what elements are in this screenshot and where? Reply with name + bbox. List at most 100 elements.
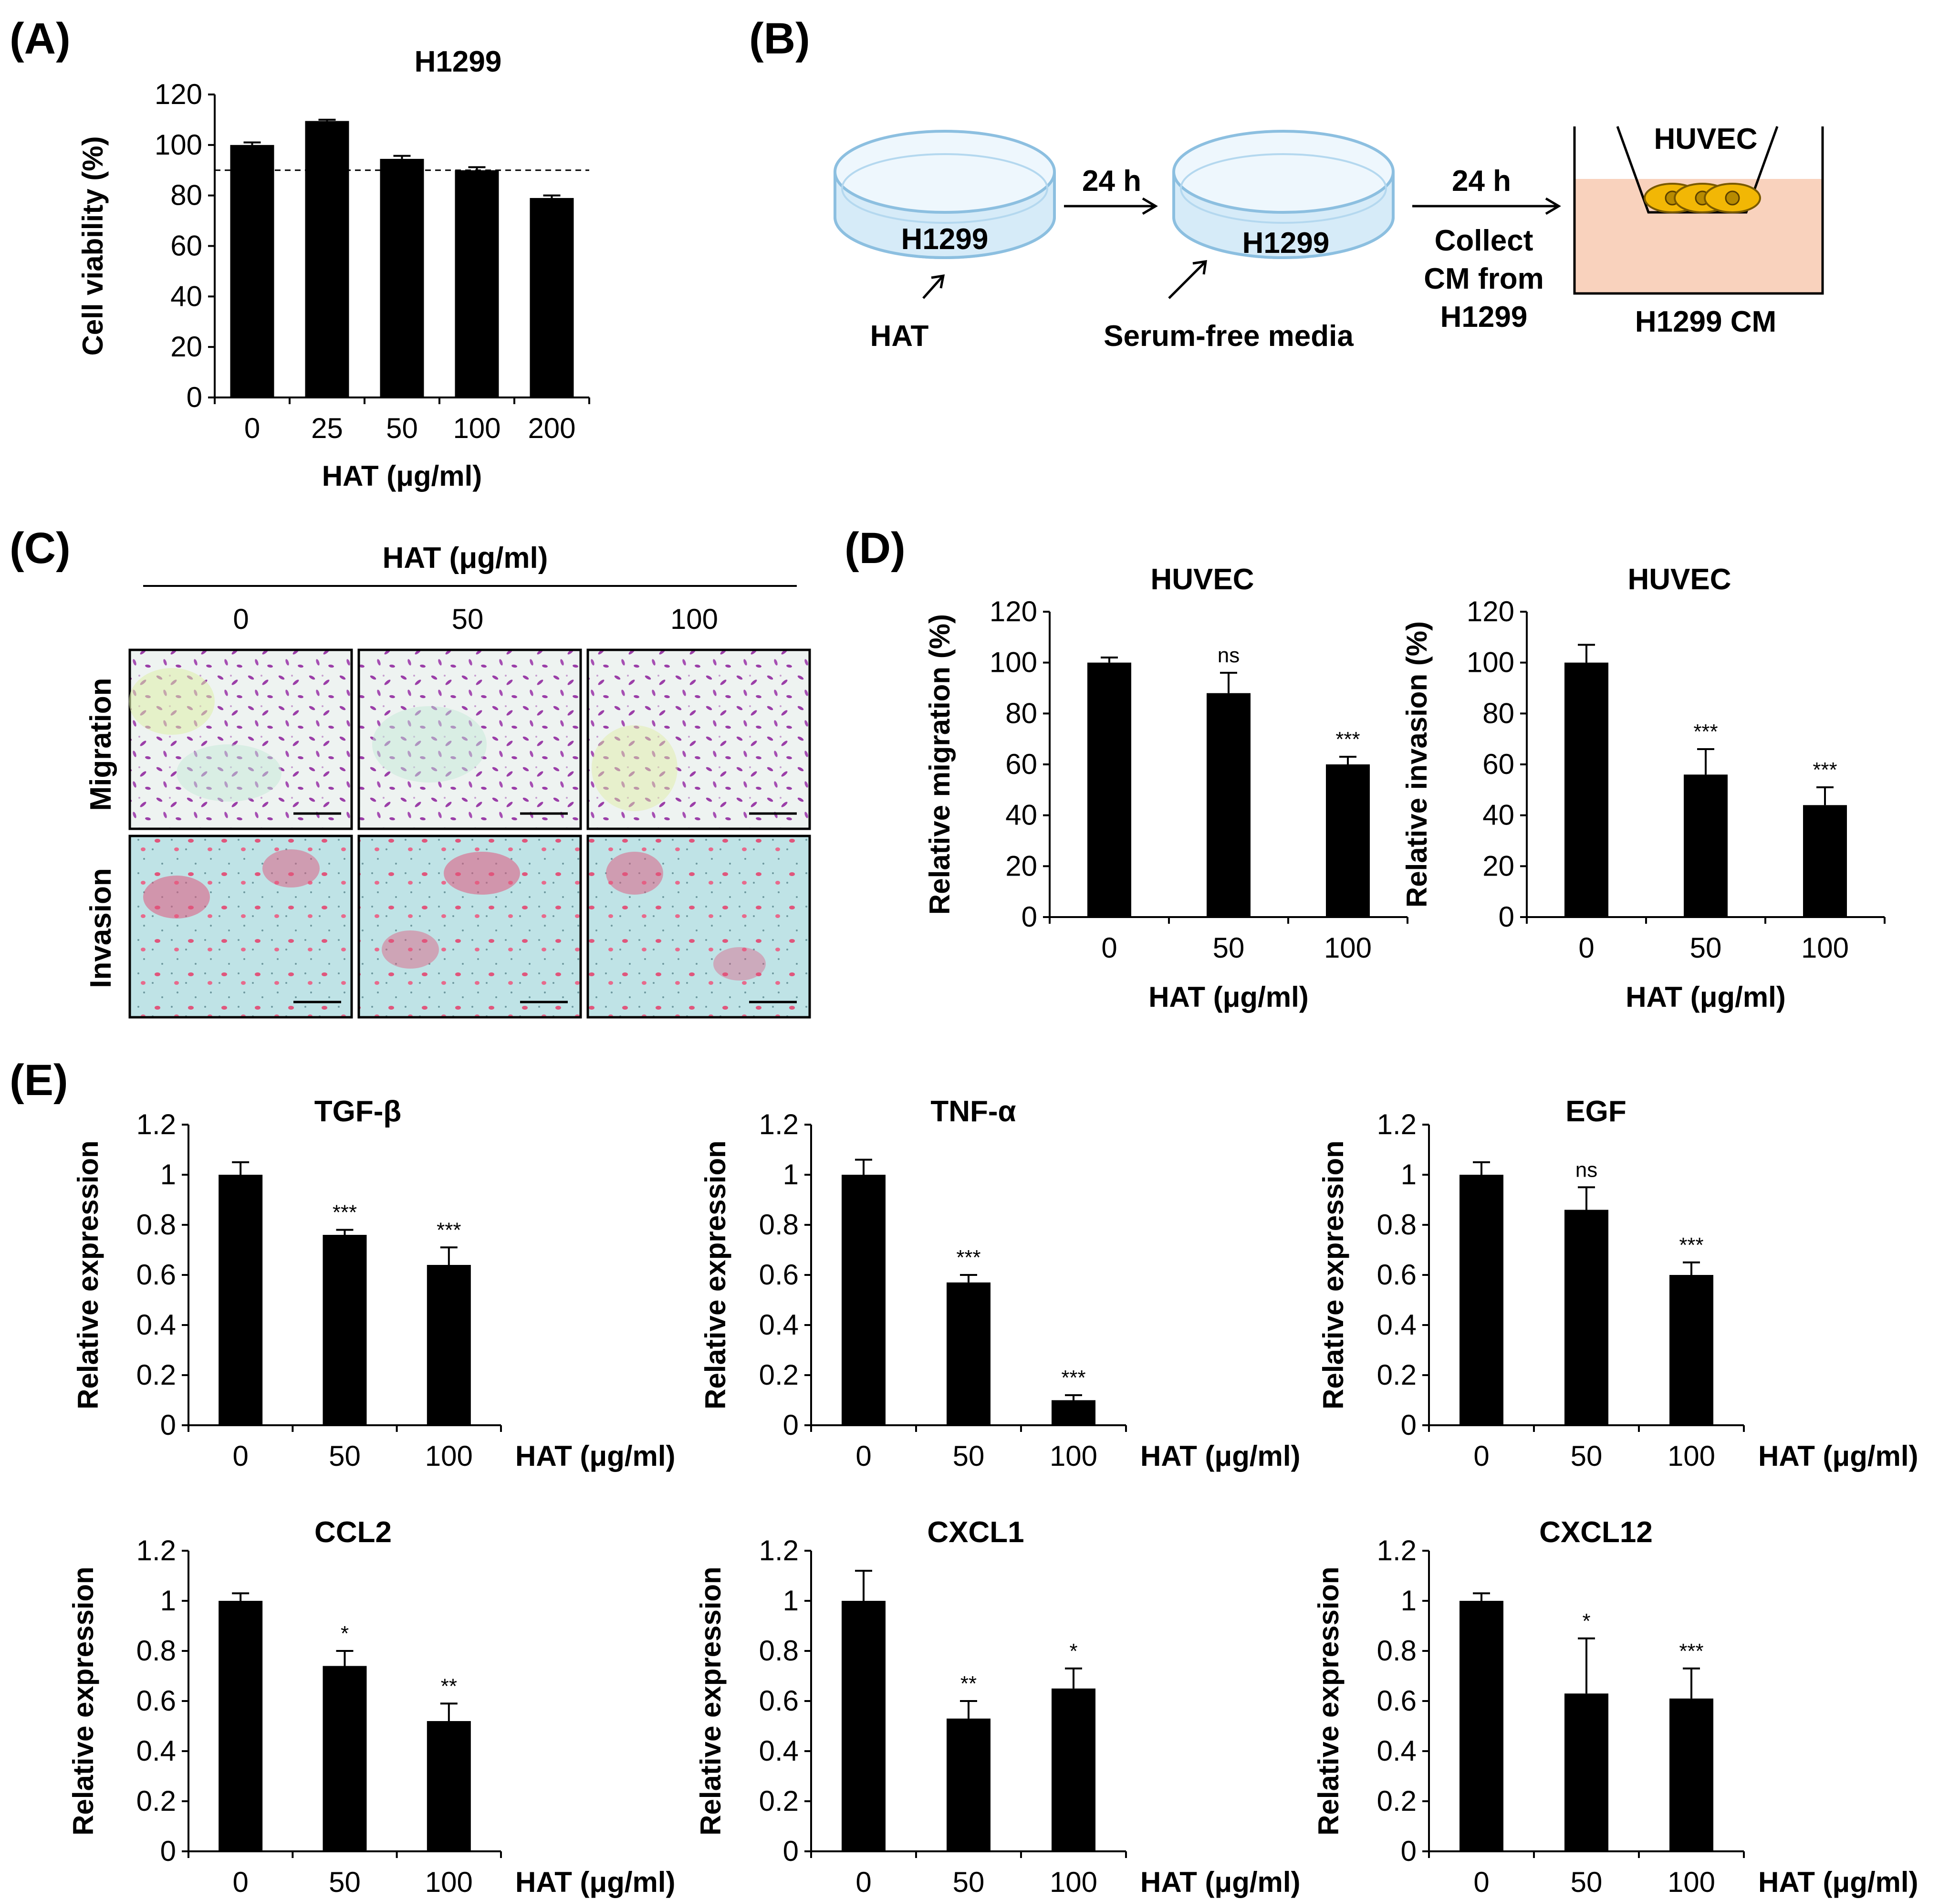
x-axis-label: HAT (μg/ml) — [1140, 1866, 1301, 1898]
panel-label-b: (B) — [749, 14, 810, 63]
x-axis-label: HAT (μg/ml) — [515, 1440, 676, 1472]
bar-50 — [323, 1235, 367, 1425]
significance-100: *** — [1061, 1366, 1085, 1389]
bar-100 — [1669, 1275, 1713, 1425]
bar-100 — [1669, 1698, 1713, 1851]
significance-100: * — [1069, 1639, 1077, 1663]
y-tick-label-80: 80 — [1482, 697, 1514, 729]
y-tick-label-20: 20 — [1005, 850, 1037, 882]
chart-title: TGF-β — [314, 1095, 401, 1128]
microscopy-panel: HAT (μg/ml) 0 50 100 Migration Invasion — [84, 542, 811, 1019]
y-tick-label-0-4: 0.4 — [1377, 1309, 1417, 1341]
y-tick-label-0: 0 — [1401, 1409, 1417, 1441]
x-tick-label-0: 0 — [855, 1866, 871, 1898]
bar-50 — [947, 1718, 990, 1851]
y-tick-label-80: 80 — [1005, 697, 1037, 729]
bar-100 — [1803, 805, 1847, 917]
transwell-top-label: HUVEC — [1654, 123, 1757, 156]
x-tick-label-0: 0 — [232, 1440, 248, 1472]
y-axis-label: Relative expression — [72, 1140, 104, 1409]
bar-0 — [219, 1601, 263, 1851]
arrow-1-label: 24 h — [1082, 165, 1141, 198]
y-tick-label-100: 100 — [990, 647, 1037, 679]
experiment-diagram: H1299 HAT 24 h H1299 Serum-free media 24… — [834, 123, 1824, 353]
hat-label: HAT — [870, 320, 929, 353]
chart-title: CCL2 — [314, 1516, 392, 1549]
chart-tgf-beta: TGF-β 0 0.2 0.4 0.6 0.8 1 1.2 0 *** 50 *** 100 Relati… — [72, 1095, 676, 1472]
invasion-image-0 — [128, 835, 353, 1019]
chart-cxcl12: CXCL12 0 0.2 0.4 0.6 0.8 1 1.2 0 * 50 *** 100 Relativ… — [1313, 1516, 1918, 1898]
y-tick-label-0-8: 0.8 — [759, 1635, 799, 1667]
y-tick-label-0-8: 0.8 — [136, 1635, 176, 1667]
chart-egf: EGF 0 0.2 0.4 0.6 0.8 1 1.2 0 ns 50 *** 100 Relative … — [1317, 1095, 1918, 1472]
x-tick-label-50: 50 — [386, 412, 418, 444]
y-tick-label-0-8: 0.8 — [1377, 1209, 1417, 1241]
y-tick-label-0-2: 0.2 — [1377, 1785, 1417, 1817]
significance-100: *** — [1679, 1639, 1703, 1663]
bar-50 — [1564, 1693, 1608, 1851]
x-tick-label-0: 0 — [1101, 932, 1117, 964]
y-tick-label-0-2: 0.2 — [136, 1359, 176, 1391]
x-axis-label: HAT (μg/ml) — [515, 1866, 676, 1898]
bar-0 — [219, 1175, 263, 1425]
invasion-image-50 — [357, 835, 582, 1019]
x-tick-label-100: 100 — [1668, 1440, 1715, 1472]
dish-2 — [1172, 130, 1395, 259]
bar-0 — [1460, 1175, 1503, 1425]
y-tick-label-0-4: 0.4 — [759, 1735, 799, 1767]
panel-label-d: (D) — [844, 524, 906, 573]
y-tick-label-0-8: 0.8 — [136, 1209, 176, 1241]
x-tick-label-0: 0 — [855, 1440, 871, 1472]
x-axis-label: HAT (μg/ml) — [1148, 981, 1309, 1013]
x-tick-label-100: 100 — [425, 1866, 473, 1898]
x-tick-label-100: 100 — [1801, 932, 1849, 964]
x-axis-label: HAT (μg/ml) — [1758, 1440, 1918, 1472]
y-tick-label-1-2: 1.2 — [1377, 1108, 1417, 1140]
y-tick-label-1: 1 — [783, 1159, 799, 1190]
significance-100: ** — [441, 1674, 457, 1698]
chart-relative-migration: HUVEC 0 20 40 60 80 100 120 0 ns 50 *** 100 Relative … — [924, 563, 1408, 1013]
y-tick-label-120: 120 — [155, 78, 202, 110]
y-tick-label-40: 40 — [1005, 799, 1037, 831]
y-axis-label: Relative migration (%) — [924, 614, 956, 915]
y-tick-label-80: 80 — [170, 179, 202, 211]
x-tick-label-100: 100 — [1668, 1866, 1715, 1898]
migration-image-0 — [128, 648, 353, 830]
y-tick-label-0-2: 0.2 — [759, 1359, 799, 1391]
bar-50 — [1564, 1210, 1608, 1425]
y-tick-label-60: 60 — [170, 230, 202, 262]
chart-title: HUVEC — [1150, 563, 1254, 596]
y-tick-label-0: 0 — [783, 1409, 799, 1441]
dish-1-label: H1299 — [901, 223, 989, 256]
y-tick-label-1-2: 1.2 — [136, 1535, 176, 1566]
bar-0 — [1460, 1601, 1503, 1851]
bar-0 — [1087, 662, 1131, 917]
x-tick-label-100: 100 — [1324, 932, 1372, 964]
x-axis-label: HAT (μg/ml) — [1626, 981, 1786, 1013]
y-axis-label: Relative expression — [1313, 1566, 1345, 1836]
x-tick-label-100: 100 — [453, 412, 500, 444]
collect-line-3: H1299 — [1440, 301, 1528, 334]
significance-100: *** — [1813, 758, 1837, 782]
y-tick-label-40: 40 — [1482, 799, 1514, 831]
bar-50 — [1207, 693, 1251, 917]
bar-0 — [842, 1601, 886, 1851]
y-axis-label: Relative expression — [1317, 1140, 1349, 1409]
chart-title: HUVEC — [1627, 563, 1731, 596]
migration-image-100 — [586, 648, 811, 830]
y-tick-label-0-4: 0.4 — [136, 1735, 176, 1767]
microscopy-column-50: 50 — [452, 603, 484, 635]
bar-50 — [380, 158, 424, 397]
significance-50: ** — [960, 1672, 977, 1695]
x-tick-label-50: 50 — [953, 1440, 985, 1472]
y-tick-label-0-6: 0.6 — [759, 1259, 799, 1291]
significance-50: * — [341, 1622, 349, 1645]
significance-50: *** — [333, 1201, 357, 1224]
significance-100: *** — [1335, 728, 1360, 751]
y-tick-label-1: 1 — [160, 1159, 176, 1190]
arrow-2-label: 24 h — [1452, 165, 1511, 198]
y-tick-label-0-6: 0.6 — [136, 1685, 176, 1717]
row-label-migration: Migration — [84, 678, 117, 811]
collect-line-2: CM from — [1424, 262, 1543, 295]
